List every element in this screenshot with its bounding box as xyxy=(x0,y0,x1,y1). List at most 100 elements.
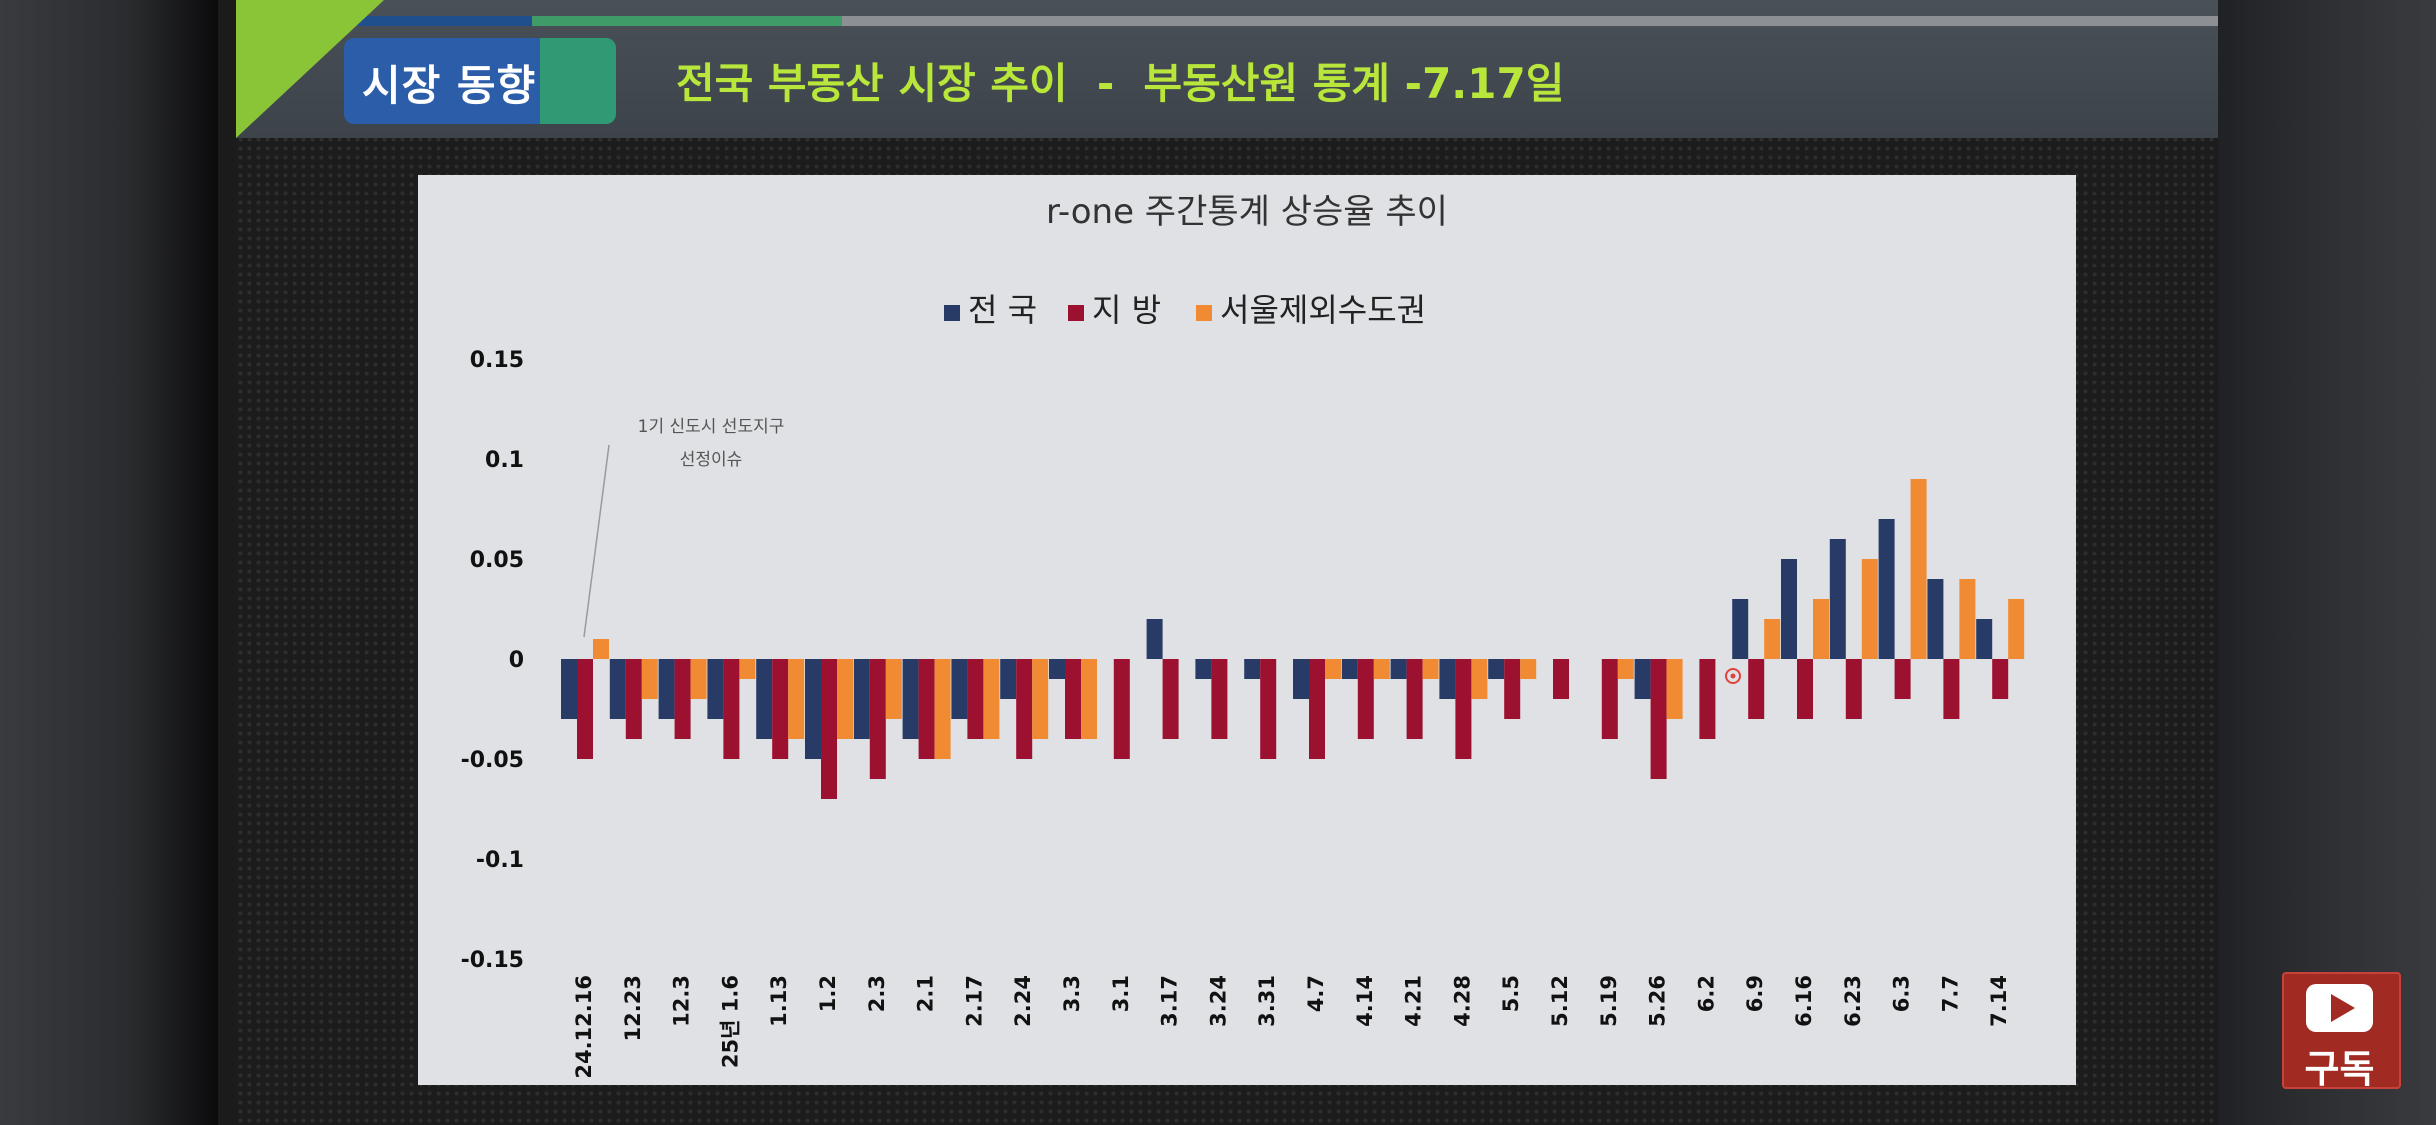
bar-2 xyxy=(1211,659,1228,739)
bar-2 xyxy=(1894,659,1911,699)
bar-1 xyxy=(951,659,968,719)
x-tick-label: 2.3 xyxy=(865,975,889,1012)
chart-legend: 전 국 지 방 서울제외수도권 xyxy=(944,291,1426,329)
chart-panel: r-one 주간통계 상승율 추이 전 국 지 방 서울제외수도권 0.15 0.1 0… xyxy=(418,175,2076,1085)
x-tick-label: 4.28 xyxy=(1450,975,1474,1027)
bar-2 xyxy=(1845,659,1862,719)
bar-2 xyxy=(1260,659,1277,759)
y-tick-label: -0.1 xyxy=(476,848,524,873)
bar-3 xyxy=(1764,619,1781,659)
bar-2 xyxy=(1748,659,1765,719)
x-tick-label: 6.2 xyxy=(1694,975,1718,1012)
bar-3 xyxy=(885,659,902,719)
play-triangle-icon xyxy=(2331,994,2355,1022)
x-tick-label: 12.23 xyxy=(621,975,645,1041)
bar-3 xyxy=(1520,659,1537,679)
bar-2 xyxy=(1016,659,1033,759)
y-tick-label: 0.15 xyxy=(470,348,524,373)
header-progress-segment-blue xyxy=(236,16,532,26)
bar-2 xyxy=(1065,659,1081,739)
bar-2 xyxy=(1309,659,1325,759)
x-tick-label: 5.5 xyxy=(1499,975,1523,1012)
bar-2 xyxy=(869,659,886,779)
bar-1 xyxy=(561,659,577,719)
legend-label: 전 국 xyxy=(968,291,1037,329)
bar-2 xyxy=(918,659,935,759)
x-tick-label: 7.14 xyxy=(1987,975,2011,1027)
bar-1 xyxy=(1488,659,1505,679)
bar-2 xyxy=(1357,659,1374,739)
annotation-line-2: 선정이슈 xyxy=(680,450,743,470)
legend-swatch xyxy=(944,305,960,321)
cursor-marker-dot xyxy=(1730,673,1736,679)
x-tick-label: 4.21 xyxy=(1402,975,1426,1027)
bar-3 xyxy=(1666,659,1683,719)
bar-3 xyxy=(1373,659,1390,679)
annotation-line-1: 1기 신도시 선도지구 xyxy=(638,417,785,437)
bar-3 xyxy=(690,659,707,699)
x-tick-label: 5.19 xyxy=(1597,975,1621,1027)
x-tick-label: 2.17 xyxy=(962,975,986,1027)
slide-title: 전국 부동산 시장 추이 - 부동산원 통계 -7.17일 xyxy=(676,59,1565,108)
chart-title: r-one 주간통계 상승율 추이 xyxy=(1046,192,1448,232)
header-progress-track xyxy=(236,16,2218,26)
bar-3 xyxy=(1861,559,1878,659)
bar-3 xyxy=(983,659,1000,739)
bar-2 xyxy=(625,659,642,739)
bar-2 xyxy=(1162,659,1179,739)
x-tick-label: 3.31 xyxy=(1255,975,1279,1027)
bar-2 xyxy=(1601,659,1618,739)
bar-1 xyxy=(1293,659,1309,699)
bar-1 xyxy=(1049,659,1065,679)
bar-3 xyxy=(739,659,756,679)
bar-3 xyxy=(1471,659,1488,699)
chart-bars xyxy=(561,479,2025,799)
cursor-marker xyxy=(1725,668,1741,684)
right-backdrop xyxy=(2218,0,2436,1125)
bar-1 xyxy=(1634,659,1651,699)
bar-2 xyxy=(1943,659,1960,719)
bar-2 xyxy=(967,659,984,739)
x-tick-label: 3.17 xyxy=(1158,975,1182,1027)
x-tick-label: 4.7 xyxy=(1304,975,1328,1012)
legend-label: 지 방 xyxy=(1092,291,1161,329)
bar-3 xyxy=(1032,659,1049,739)
bar-3 xyxy=(1325,659,1341,679)
section-badge xyxy=(344,38,616,124)
bar-1 xyxy=(1000,659,1017,699)
bar-2 xyxy=(723,659,740,759)
bar-1 xyxy=(1878,519,1895,659)
bar-1 xyxy=(1829,539,1846,659)
bar-1 xyxy=(707,659,724,719)
y-tick-label: 0 xyxy=(509,648,524,673)
legend-label: 서울제외수도권 xyxy=(1220,291,1426,329)
y-tick-label: 0.1 xyxy=(485,448,524,473)
bar-1 xyxy=(1781,559,1797,659)
legend-swatch xyxy=(1196,305,1212,321)
bar-chart: r-one 주간통계 상승율 추이 전 국 지 방 서울제외수도권 0.15 0.1 0… xyxy=(461,192,2025,1079)
bar-2 xyxy=(1650,659,1667,779)
x-tick-label: 6.16 xyxy=(1792,975,1816,1027)
bar-1 xyxy=(1927,579,1944,659)
x-tick-label: 5.26 xyxy=(1646,975,1670,1027)
x-tick-label: 12.3 xyxy=(670,975,694,1027)
legend-swatch xyxy=(1068,305,1084,321)
bar-1 xyxy=(1732,599,1749,659)
x-tick-label: 25년 1.6 xyxy=(718,975,742,1068)
bar-1 xyxy=(805,659,821,759)
bar-3 xyxy=(1959,579,1976,659)
bar-3 xyxy=(788,659,805,739)
x-tick-label: 1.13 xyxy=(767,975,791,1027)
x-tick-label: 6.23 xyxy=(1841,975,1865,1027)
bar-1 xyxy=(853,659,870,739)
bar-2 xyxy=(1699,659,1716,739)
x-tick-label: 6.3 xyxy=(1890,975,1914,1012)
bar-2 xyxy=(674,659,691,739)
bar-1 xyxy=(1146,619,1163,659)
x-tick-label: 7.7 xyxy=(1938,975,1962,1012)
y-tick-label: -0.15 xyxy=(461,948,524,973)
bar-1 xyxy=(1195,659,1212,679)
bar-3 xyxy=(641,659,658,699)
section-badge-label: 시장 동향 xyxy=(362,61,537,110)
x-tick-label: 2.1 xyxy=(914,975,938,1012)
